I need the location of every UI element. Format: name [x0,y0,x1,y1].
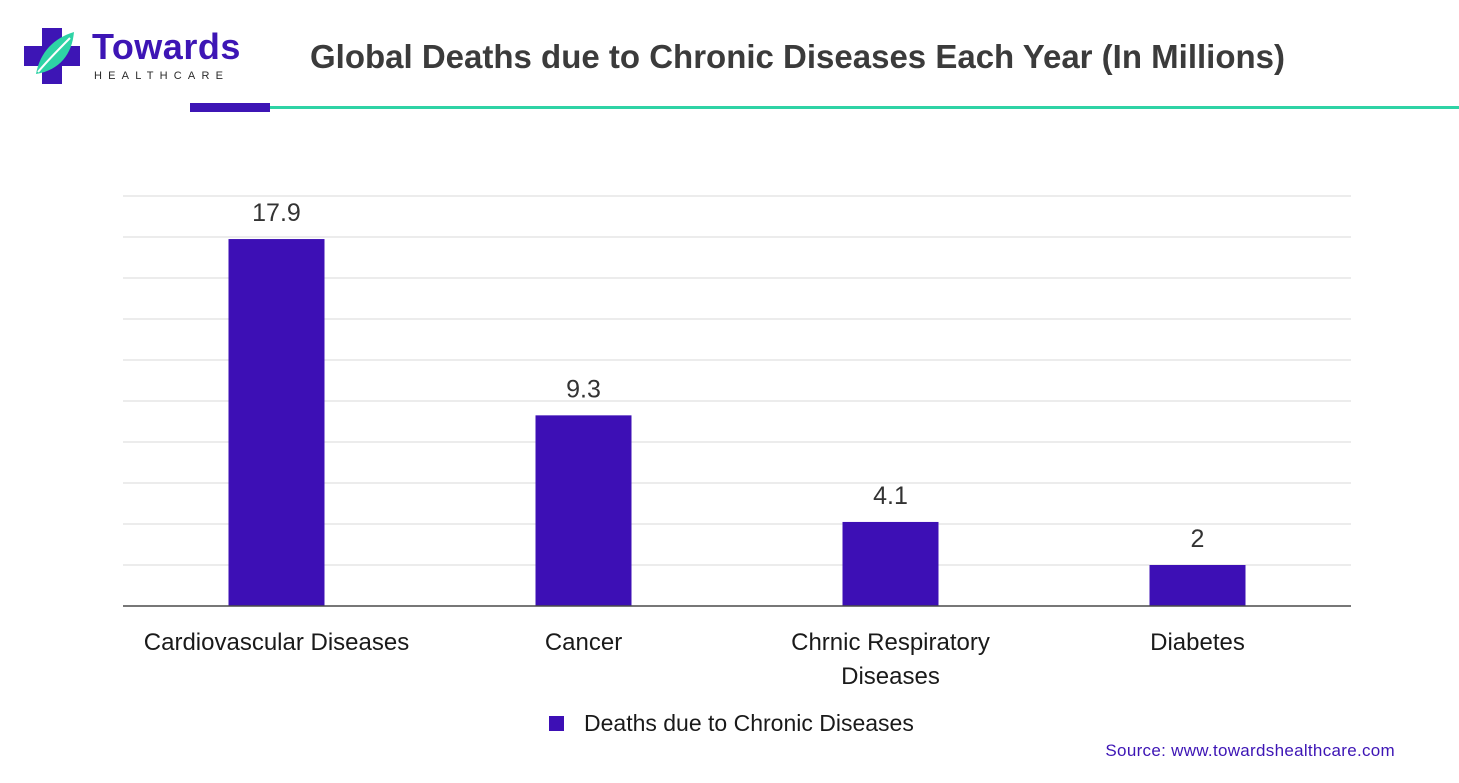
bar [842,521,939,606]
category-labels: Cardiovascular Diseases Cancer Chrnic Resp… [144,629,1245,690]
data-label: 2 [1191,525,1205,553]
data-label: 17.9 [252,199,301,227]
bar [1149,565,1246,606]
bar [228,239,325,607]
title-underline [270,106,1459,109]
medical-cross-leaf-icon [24,28,80,84]
legend-swatch [549,715,564,731]
bars [228,239,1246,607]
category-label: Cancer [545,629,622,656]
gridlines [123,195,1351,566]
brand-name: Towards [92,26,241,67]
chart-title: Global Deaths due to Chronic Diseases Ea… [310,38,1285,75]
category-label: Cardiovascular Diseases [144,629,409,656]
data-labels: 17.9 9.3 4.1 2 [252,199,1204,553]
data-label: 4.1 [873,482,908,510]
category-label: Diabetes [1150,629,1245,656]
legend-label: Deaths due to Chronic Diseases [584,709,914,736]
source-note: Source: www.towardshealthcare.com [1105,741,1395,760]
brand-tagline: HEALTHCARE [94,70,230,82]
bar [535,415,632,606]
data-label: 9.3 [566,375,601,403]
brand-logo: Towards HEALTHCARE [20,24,240,88]
category-label: Chrnic Respiratory [791,629,990,656]
legend: Deaths due to Chronic Diseases [549,709,914,737]
category-label: Diseases [841,663,940,690]
title-underline-accent [190,103,270,112]
